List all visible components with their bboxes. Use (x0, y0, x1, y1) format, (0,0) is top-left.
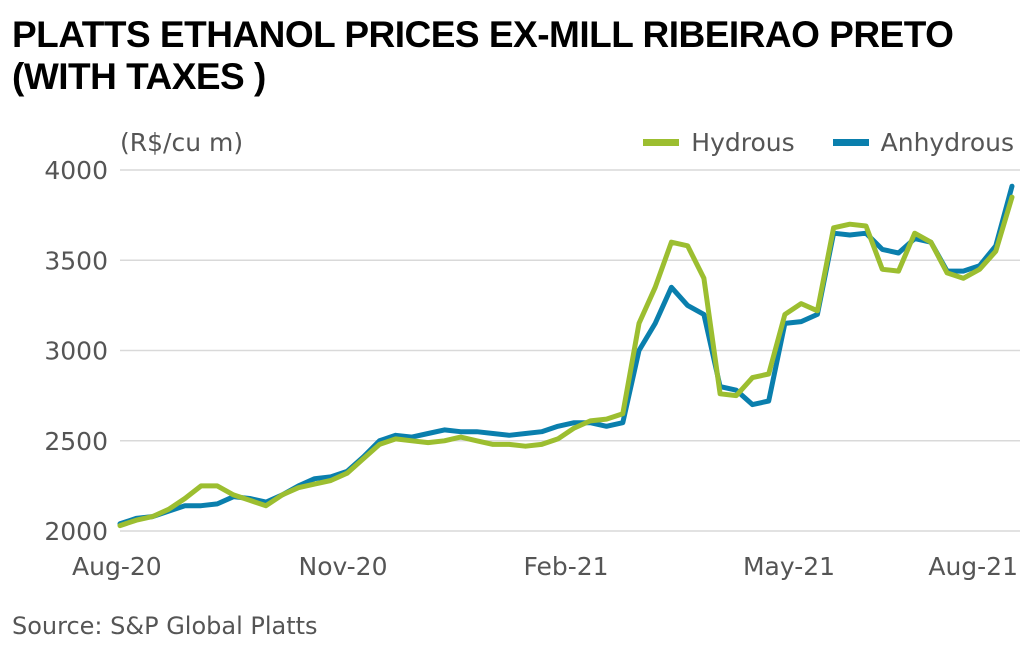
source-note: Source: S&P Global Platts (12, 612, 318, 640)
y-tick-label-2000: 2000 (44, 517, 108, 546)
y-tick-label-2500: 2500 (44, 427, 108, 456)
x-tick-label-May-21: May-21 (743, 552, 835, 581)
legend: Hydrous Anhydrous (643, 128, 1014, 157)
chart-title: PLATTS ETHANOL PRICES EX-MILL RIBEIRAO P… (12, 14, 954, 97)
series-line-hydrous (117, 194, 1015, 529)
x-tick-label-Nov-20: Nov-20 (299, 552, 388, 581)
legend-item-anhydrous: Anhydrous (832, 128, 1014, 157)
series-line-anhydrous (117, 183, 1015, 527)
legend-label-hydrous: Hydrous (691, 128, 795, 157)
y-tick-label-3500: 3500 (44, 246, 108, 275)
x-tick-label-Feb-21: Feb-21 (523, 552, 608, 581)
x-tick-label-Aug-21: Aug-21 (928, 552, 1018, 581)
y-tick-label-4000: 4000 (44, 156, 108, 185)
y-tick-label-3000: 3000 (44, 337, 108, 366)
legend-label-anhydrous: Anhydrous (880, 128, 1014, 157)
unit-label: (R$/cu m) (120, 128, 244, 157)
x-tick-label-Aug-20: Aug-20 (72, 552, 162, 581)
legend-swatch-hydrous (643, 139, 680, 146)
legend-swatch-anhydrous (832, 139, 869, 146)
legend-item-hydrous: Hydrous (643, 128, 795, 157)
